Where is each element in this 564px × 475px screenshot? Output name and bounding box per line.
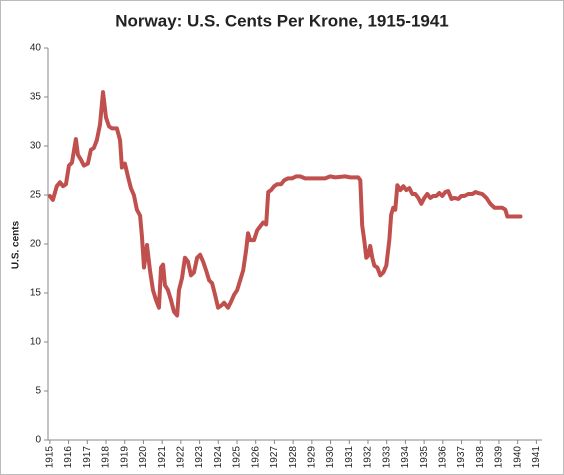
y-tick-label: 20 (30, 239, 42, 250)
x-tick-label: 1917 (82, 446, 93, 469)
y-tick-label: 15 (30, 288, 42, 299)
x-tick-label: 1929 (306, 446, 317, 469)
x-tick-label: 1926 (250, 446, 261, 469)
x-tick-label: 1941 (531, 446, 542, 469)
y-tick-label: 0 (35, 435, 41, 446)
x-tick-label: 1932 (363, 446, 374, 469)
x-tick-label: 1922 (175, 446, 186, 469)
x-tick-label: 1931 (344, 446, 355, 469)
x-tick-label: 1936 (437, 446, 448, 469)
chart-title: Norway: U.S. Cents Per Krone, 1915-1941 (115, 11, 449, 30)
x-tick-label: 1930 (325, 446, 336, 469)
x-tick-label: 1938 (475, 446, 486, 469)
x-tick-label: 1918 (101, 446, 112, 469)
x-tick-label: 1937 (456, 446, 467, 469)
data-line (47, 90, 523, 318)
y-tick-label: 25 (30, 190, 42, 201)
y-tick-label: 5 (35, 386, 41, 397)
x-tick-label: 1920 (138, 446, 149, 469)
y-tick-label: 30 (30, 141, 42, 152)
x-tick-label: 1916 (63, 446, 74, 469)
x-tick-label: 1925 (232, 446, 243, 469)
x-tick-label: 1935 (419, 446, 430, 469)
x-tick-label: 1940 (512, 446, 523, 469)
x-tick-label: 1919 (119, 446, 130, 469)
x-tick-label: 1924 (213, 446, 224, 469)
x-tick-label: 1933 (381, 446, 392, 469)
x-tick-label: 1927 (269, 446, 280, 469)
x-tick-label: 1923 (194, 446, 205, 469)
x-tick-label: 1921 (157, 446, 168, 469)
y-tick-label: 35 (30, 92, 42, 103)
x-tick-label: 1915 (45, 446, 56, 469)
x-tick-label: 1939 (494, 446, 505, 469)
y-tick-label: 10 (30, 337, 42, 348)
y-axis-title: U.S. cents (11, 220, 22, 269)
x-tick-label: 1928 (288, 446, 299, 469)
y-tick-label: 40 (30, 43, 42, 54)
x-tick-label: 1934 (400, 446, 411, 469)
